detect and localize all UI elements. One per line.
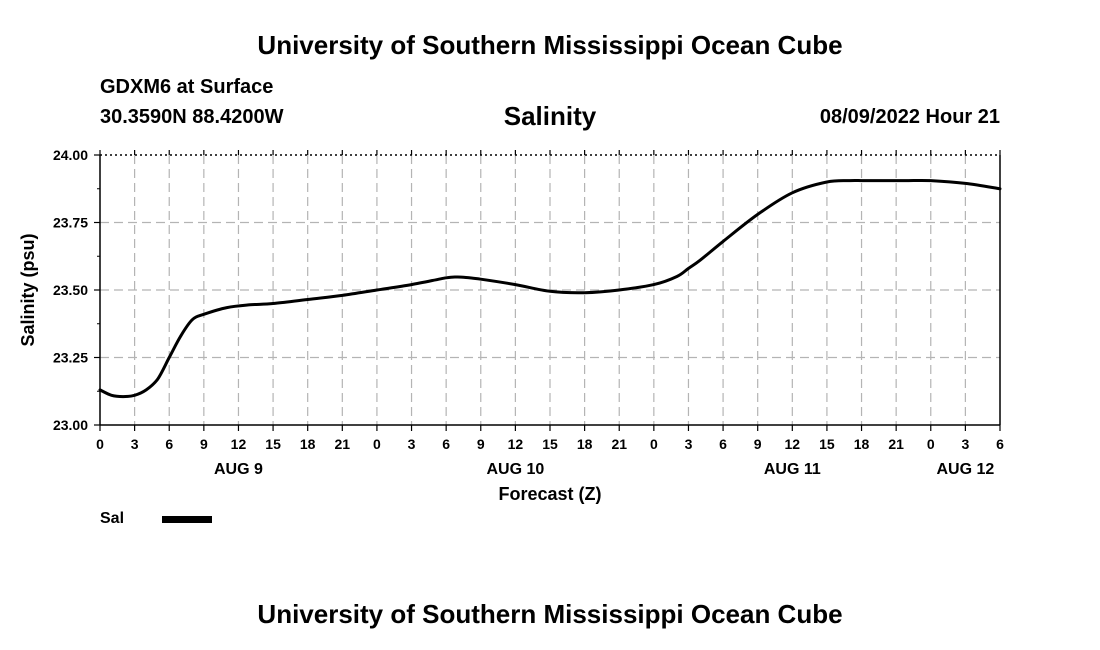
footer-title: University of Southern Mississippi Ocean… bbox=[257, 599, 843, 629]
x-tick-label: 15 bbox=[819, 436, 835, 452]
x-tick-label: 9 bbox=[754, 436, 762, 452]
page-title: University of Southern Mississippi Ocean… bbox=[257, 30, 843, 60]
x-tick-label: 6 bbox=[719, 436, 727, 452]
forecast-datetime: 08/09/2022 Hour 21 bbox=[819, 106, 1000, 128]
y-tick-label: 23.75 bbox=[53, 215, 88, 231]
series-layer bbox=[98, 178, 1002, 399]
x-tick-label: 21 bbox=[335, 436, 351, 452]
y-tick-label: 23.50 bbox=[53, 282, 88, 298]
coordinates-label: 30.3590N 88.4200W bbox=[100, 106, 284, 128]
x-tick-label: 15 bbox=[542, 436, 558, 452]
x-tick-label: 9 bbox=[200, 436, 208, 452]
x-tick-label: 9 bbox=[477, 436, 485, 452]
x-tick-label: 0 bbox=[927, 436, 935, 452]
y-tick-label: 24.00 bbox=[53, 147, 88, 163]
x-tick-label: 0 bbox=[96, 436, 104, 452]
x-tick-label: 0 bbox=[373, 436, 381, 452]
x-tick-label: 18 bbox=[577, 436, 593, 452]
day-label: AUG 9 bbox=[214, 461, 263, 478]
y-tick-label: 23.25 bbox=[53, 350, 88, 366]
x-tick-label: 21 bbox=[888, 436, 904, 452]
x-tick-label: 0 bbox=[650, 436, 658, 452]
x-tick-label: 12 bbox=[231, 436, 247, 452]
grid-lines bbox=[100, 155, 1000, 425]
day-label: AUG 12 bbox=[936, 461, 994, 478]
x-tick-label: 6 bbox=[996, 436, 1004, 452]
legend-swatch bbox=[162, 516, 212, 523]
legend-label: Sal bbox=[100, 510, 125, 527]
x-tick-label: 18 bbox=[300, 436, 316, 452]
series-line-sal bbox=[98, 178, 1002, 399]
x-tick-label: 3 bbox=[408, 436, 416, 452]
day-label: AUG 11 bbox=[764, 461, 821, 478]
x-tick-label: 18 bbox=[854, 436, 870, 452]
chart-title: Salinity bbox=[503, 101, 597, 131]
x-tick-label: 6 bbox=[165, 436, 173, 452]
y-axis-label: Salinity (psu) bbox=[18, 233, 38, 346]
axes: 23.00 23.25 23.50 23.75 24.00 0 3 6 9 12 15 18 21 0 3 6… bbox=[53, 147, 1004, 478]
x-tick-label: 12 bbox=[785, 436, 801, 452]
x-axis-label: Forecast (Z) bbox=[498, 484, 601, 504]
x-tick-label: 6 bbox=[442, 436, 450, 452]
x-tick-label: 3 bbox=[131, 436, 139, 452]
x-tick-label: 3 bbox=[685, 436, 693, 452]
day-label: AUG 10 bbox=[486, 461, 544, 478]
x-tick-label: 3 bbox=[961, 436, 969, 452]
x-tick-label: 12 bbox=[508, 436, 524, 452]
x-tick-label: 15 bbox=[265, 436, 281, 452]
station-label: GDXM6 at Surface bbox=[100, 76, 274, 98]
x-tick-label: 21 bbox=[611, 436, 627, 452]
y-tick-label: 23.00 bbox=[53, 417, 88, 433]
